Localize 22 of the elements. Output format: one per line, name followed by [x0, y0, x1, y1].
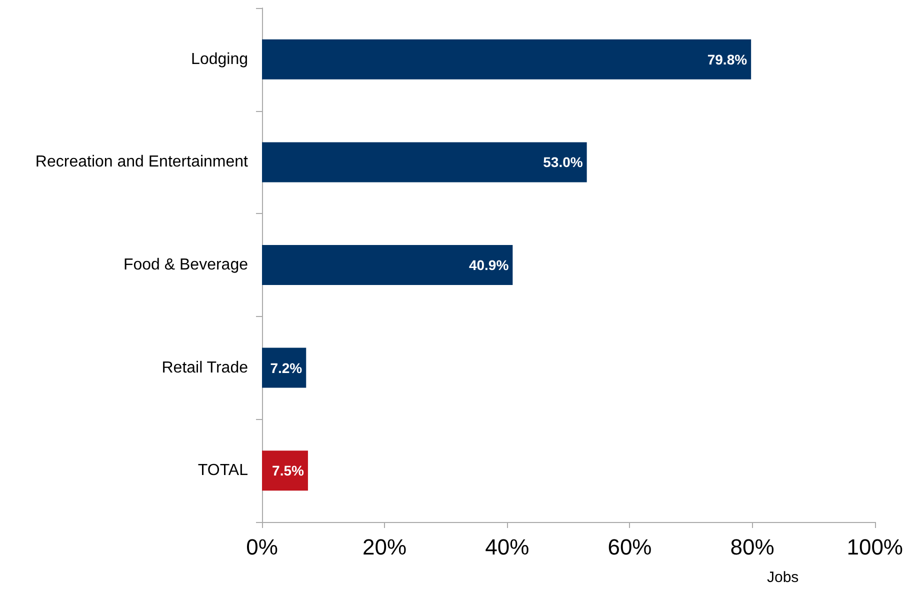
x-tick-label: 40% [485, 534, 530, 560]
y-tick-label: TOTAL [198, 462, 248, 480]
x-tick-label: 80% [730, 534, 774, 560]
bar [262, 39, 752, 80]
bar [262, 142, 587, 182]
x-tick-label: 100% [846, 534, 904, 560]
data-label: 53.0% [543, 154, 584, 170]
data-label: 7.2% [270, 360, 303, 376]
y-tick-label: Retail Trade [162, 359, 248, 376]
data-label: 40.9% [468, 257, 510, 273]
data-label: 7.5% [272, 462, 305, 479]
x-axis-title: Jobs [767, 569, 799, 586]
x-tick-label: 20% [362, 534, 407, 560]
x-tick-label: 0% [246, 534, 278, 560]
y-tick-label: Recreation and Entertainment [35, 154, 249, 171]
bar [262, 348, 306, 388]
bar [262, 245, 513, 285]
data-label: 79.8% [707, 51, 748, 68]
y-tick-label: Lodging [191, 50, 248, 68]
bar [262, 450, 308, 491]
y-tick-label: Food & Beverage [123, 256, 248, 274]
x-tick-label: 60% [608, 534, 652, 560]
